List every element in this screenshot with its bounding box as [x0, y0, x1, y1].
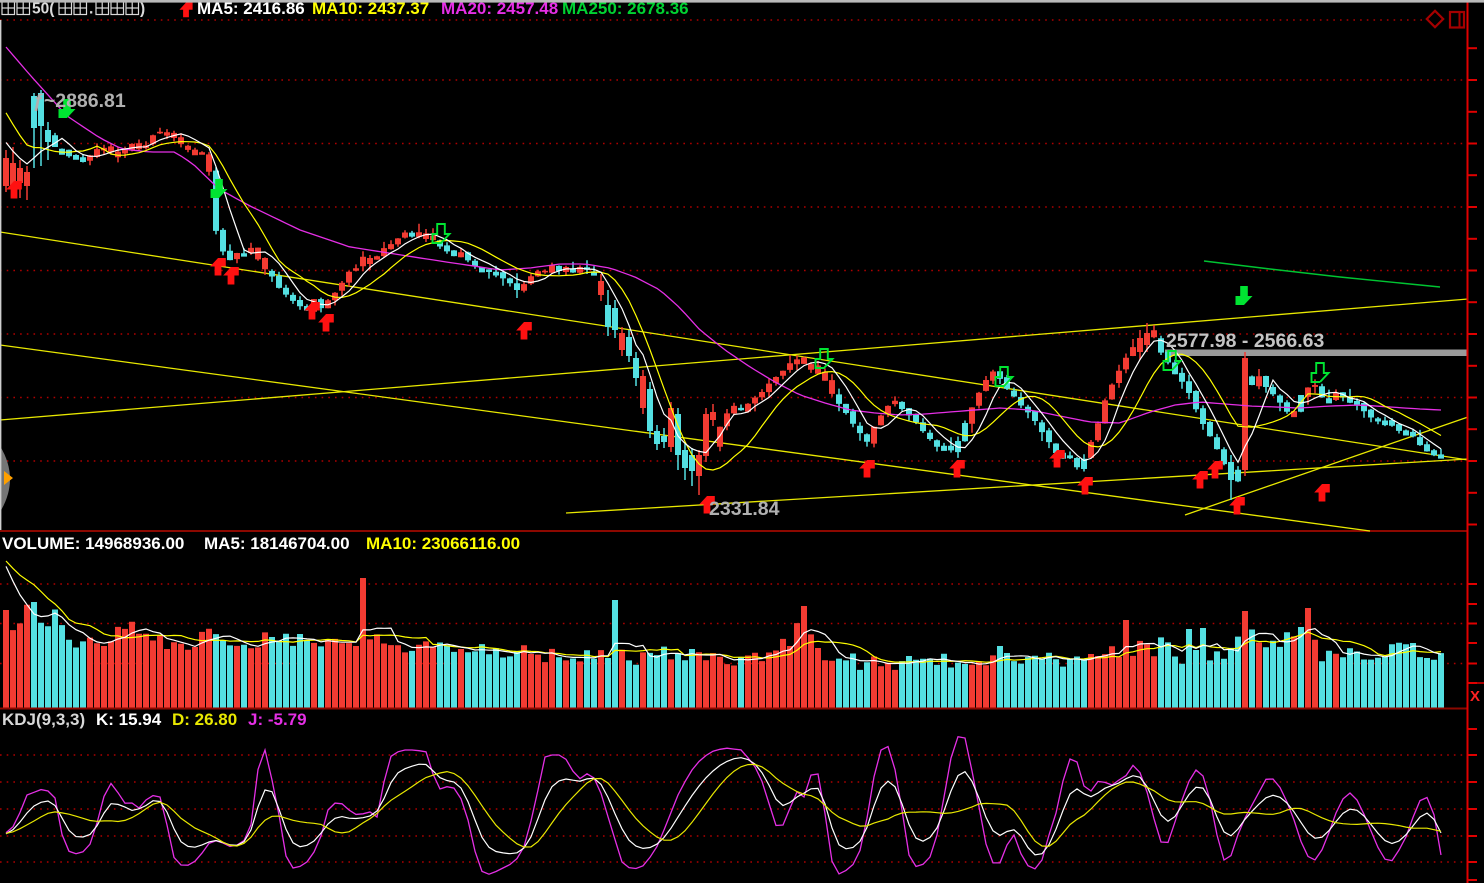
svg-text:MA10: 23066116.00: MA10: 23066116.00 [366, 534, 520, 553]
svg-text:2331.84: 2331.84 [709, 498, 780, 520]
svg-text:J: -5.79: J: -5.79 [248, 710, 307, 729]
svg-text:2577.98 - 2566.63: 2577.98 - 2566.63 [1166, 330, 1324, 352]
svg-text:50(: 50( [32, 1, 55, 18]
svg-text:MA20: 2457.48: MA20: 2457.48 [441, 0, 558, 18]
svg-text:ƒ~2886.81: ƒ~2886.81 [33, 90, 126, 112]
svg-text:VOLUME: 14968936.00: VOLUME: 14968936.00 [2, 534, 184, 553]
svg-text:D: 26.80: D: 26.80 [172, 710, 237, 729]
svg-text:.: . [89, 1, 93, 18]
svg-text:KDJ(9,3,3): KDJ(9,3,3) [2, 710, 85, 729]
svg-text:MA250: 2678.36: MA250: 2678.36 [562, 0, 689, 18]
svg-text:X: X [1470, 688, 1480, 705]
svg-text:K: 15.94: K: 15.94 [96, 710, 162, 729]
svg-text:MA5: 2416.86: MA5: 2416.86 [197, 0, 305, 18]
svg-text:MA10: 2437.37: MA10: 2437.37 [312, 0, 429, 18]
svg-text:): ) [140, 1, 145, 18]
svg-text:MA5: 18146704.00: MA5: 18146704.00 [204, 534, 350, 553]
